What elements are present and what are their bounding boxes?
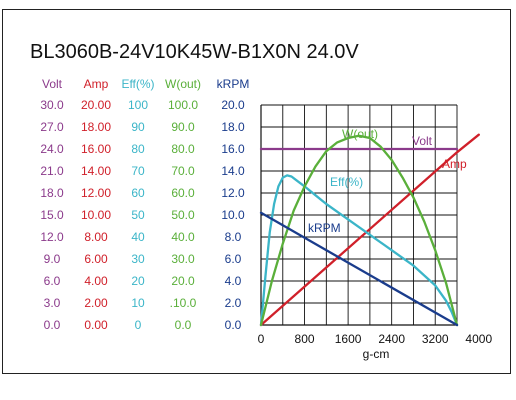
series-label: kRPM (308, 221, 341, 235)
y-tick-label: 8.00 (84, 230, 108, 244)
y-tick-label: 100.0 (168, 98, 198, 112)
y-tick-label: 10.00 (81, 208, 111, 222)
y-tick-label: 70 (131, 164, 145, 178)
y-tick-label: 12.0 (40, 230, 64, 244)
y-tick-label: 16.0 (221, 142, 245, 156)
y-tick-label: 6.0 (225, 252, 242, 266)
series-lines (259, 133, 480, 327)
y-tick-label: 6.00 (84, 252, 108, 266)
y-tick-label: 90.0 (171, 120, 195, 134)
y-tick-label: 18.0 (40, 186, 64, 200)
y-tick-label: 20.0 (171, 274, 195, 288)
y-tick-label: 4.0 (225, 274, 242, 288)
axis-header: kRPM (217, 77, 250, 91)
chart-title: BL3060B-24V10K45W-B1X0N 24.0V (30, 41, 359, 63)
y-tick-label: 30.0 (40, 98, 64, 112)
series-line (259, 174, 459, 327)
y-tick-label: 0 (135, 318, 142, 332)
x-tick-label: 3200 (422, 332, 449, 346)
y-tick-label: 10 (131, 296, 145, 310)
series-label: Volt (412, 134, 433, 148)
y-tick-label: 4.00 (84, 274, 108, 288)
y-tick-label: 2.00 (84, 296, 108, 310)
y-tick-label: 18.00 (81, 120, 111, 134)
axis-header: Amp (84, 77, 109, 91)
y-tick-label: 21.0 (40, 164, 64, 178)
y-tick-label: 16.00 (81, 142, 111, 156)
y-axes: Volt 30.0 27.0 24.0 21.0 18.0 15.0 12.0 9.0 6.0 3.… (40, 77, 249, 332)
y-tick-label: 9.0 (44, 252, 61, 266)
y-tick-label: 14.0 (221, 164, 245, 178)
y-tick-label: 24.0 (40, 142, 64, 156)
y-tick-label: 14.00 (81, 164, 111, 178)
x-tick-label: 0 (258, 332, 265, 346)
series-line (259, 133, 480, 327)
y-tick-label: 20.0 (221, 98, 245, 112)
y-tick-label: 100 (128, 98, 148, 112)
y-tick-label: 90 (131, 120, 145, 134)
y-tick-label: 0.00 (84, 318, 108, 332)
y-tick-label: 60 (131, 186, 145, 200)
series-label: Amp (442, 157, 467, 171)
y-tick-label: .10.0 (170, 296, 197, 310)
x-axis-label: g-cm (363, 347, 390, 361)
y-tick-label: 27.0 (40, 120, 64, 134)
y-tick-label: 20 (131, 274, 145, 288)
x-tick-label: 1600 (335, 332, 362, 346)
axis-header: W(out) (165, 77, 201, 91)
y-tick-label: 40.0 (171, 230, 195, 244)
x-tick-label: 4000 (465, 332, 492, 346)
axis-header: Volt (42, 77, 63, 91)
y-tick-label: 30 (131, 252, 145, 266)
y-tick-label: 20.00 (81, 98, 111, 112)
y-tick-label: 50 (131, 208, 145, 222)
y-tick-label: 30.0 (171, 252, 195, 266)
y-tick-label: 80.0 (171, 142, 195, 156)
x-axis: 0 800 1600 2400 3200 4000 (258, 332, 493, 346)
y-tick-label: 80 (131, 142, 145, 156)
x-tick-label: 2400 (378, 332, 405, 346)
y-tick-label: 15.0 (40, 208, 64, 222)
y-tick-label: 3.0 (44, 296, 61, 310)
y-tick-label: 6.0 (44, 274, 61, 288)
y-tick-label: 2.0 (225, 296, 242, 310)
x-tick-label: 800 (295, 332, 315, 346)
y-tick-label: 40 (131, 230, 145, 244)
y-tick-label: 12.0 (221, 186, 245, 200)
chart-frame (2, 9, 511, 374)
series-label: Eff(%) (330, 175, 363, 189)
series-labels: Volt Amp Eff(%) W(out) kRPM (308, 127, 467, 235)
y-tick-label: 50.0 (171, 208, 195, 222)
y-tick-label: 12.00 (81, 186, 111, 200)
y-tick-label: 18.0 (221, 120, 245, 134)
y-tick-label: 0.0 (225, 318, 242, 332)
axis-header: Eff(%) (121, 77, 154, 91)
series-line (259, 211, 459, 327)
y-tick-label: 60.0 (171, 186, 195, 200)
y-tick-label: 10.0 (221, 208, 245, 222)
y-tick-label: 8.0 (225, 230, 242, 244)
series-label: W(out) (342, 127, 378, 141)
y-tick-label: 0.0 (175, 318, 192, 332)
y-tick-label: 70.0 (171, 164, 195, 178)
y-tick-label: 0.0 (44, 318, 61, 332)
series-line (259, 134, 459, 327)
